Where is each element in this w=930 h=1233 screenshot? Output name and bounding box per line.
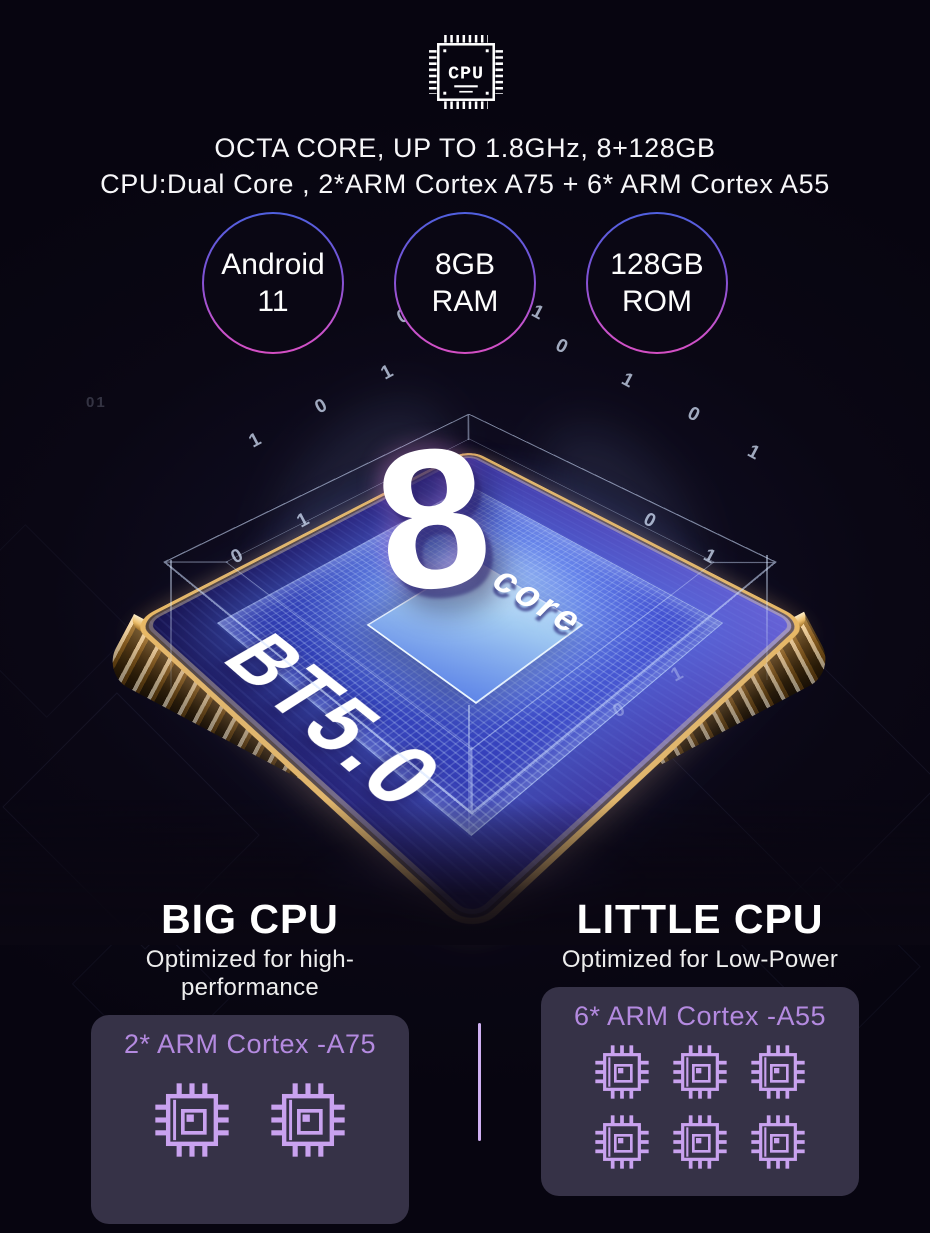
big-cpu-subtitle: Optimized for high-performance <box>145 946 355 1002</box>
big-cpu-panel: 2* ARM Cortex -A75 <box>91 1015 409 1225</box>
scene-bottom-fade <box>0 800 930 945</box>
spec-circle-android: Android 11 <box>202 212 344 354</box>
cpu-core-icon <box>673 1115 727 1169</box>
big-cpu-column: BIG CPU Optimized for high-performance 2… <box>80 896 420 1225</box>
column-divider <box>478 1023 481 1141</box>
wireframe-drop-line <box>468 705 470 835</box>
spec-circle-ram: 8GB RAM <box>394 212 536 354</box>
big-cpu-core-icons <box>91 1076 409 1164</box>
big-cpu-title: BIG CPU <box>161 896 339 942</box>
little-cpu-column: LITTLE CPU Optimized for Low-Power 6* AR… <box>530 896 870 1197</box>
rom-size: 128GB <box>610 248 704 281</box>
cpu-core-icon <box>271 1083 345 1157</box>
little-cpu-cores-label: 6* ARM Cortex -A55 <box>573 1001 827 1032</box>
headline-specs: OCTA CORE, UP TO 1.8GHz, 8+128GB <box>214 133 716 163</box>
wireframe-drop-line <box>170 560 172 690</box>
spec-circles: Android 11 8GB RAM 128GB ROM <box>0 212 930 354</box>
wireframe-drop-line <box>766 555 768 680</box>
spec-circle-rom: 128GB ROM <box>586 212 728 354</box>
binary-digit: 01 <box>86 394 107 411</box>
ram-label: RAM <box>431 285 499 318</box>
cpu-core-icon <box>595 1045 649 1099</box>
ram-size: 8GB <box>434 248 496 281</box>
android-version: 11 <box>257 285 289 318</box>
little-cpu-title: LITTLE CPU <box>576 896 824 942</box>
rom-label: ROM <box>622 285 692 318</box>
headline-cpu-config: CPU:Dual Core , 2*ARM Cortex A75 + 6* AR… <box>100 169 830 199</box>
android-label: Android <box>221 248 325 281</box>
cpu-chip-icon: CPU <box>429 35 503 109</box>
cpu-core-icon <box>751 1115 805 1169</box>
cpu-core-icon <box>155 1083 229 1157</box>
cpu-icon-label: CPU <box>448 64 484 85</box>
little-cpu-panel: 6* ARM Cortex -A55 <box>541 987 859 1197</box>
cpu-core-icon <box>751 1045 805 1099</box>
cpu-core-icon <box>673 1045 727 1099</box>
little-cpu-core-icons <box>575 1040 825 1174</box>
big-cpu-cores-label: 2* ARM Cortex -A75 <box>123 1029 377 1060</box>
little-cpu-subtitle: Optimized for Low-Power <box>561 946 839 974</box>
cpu-core-icon <box>595 1115 649 1169</box>
